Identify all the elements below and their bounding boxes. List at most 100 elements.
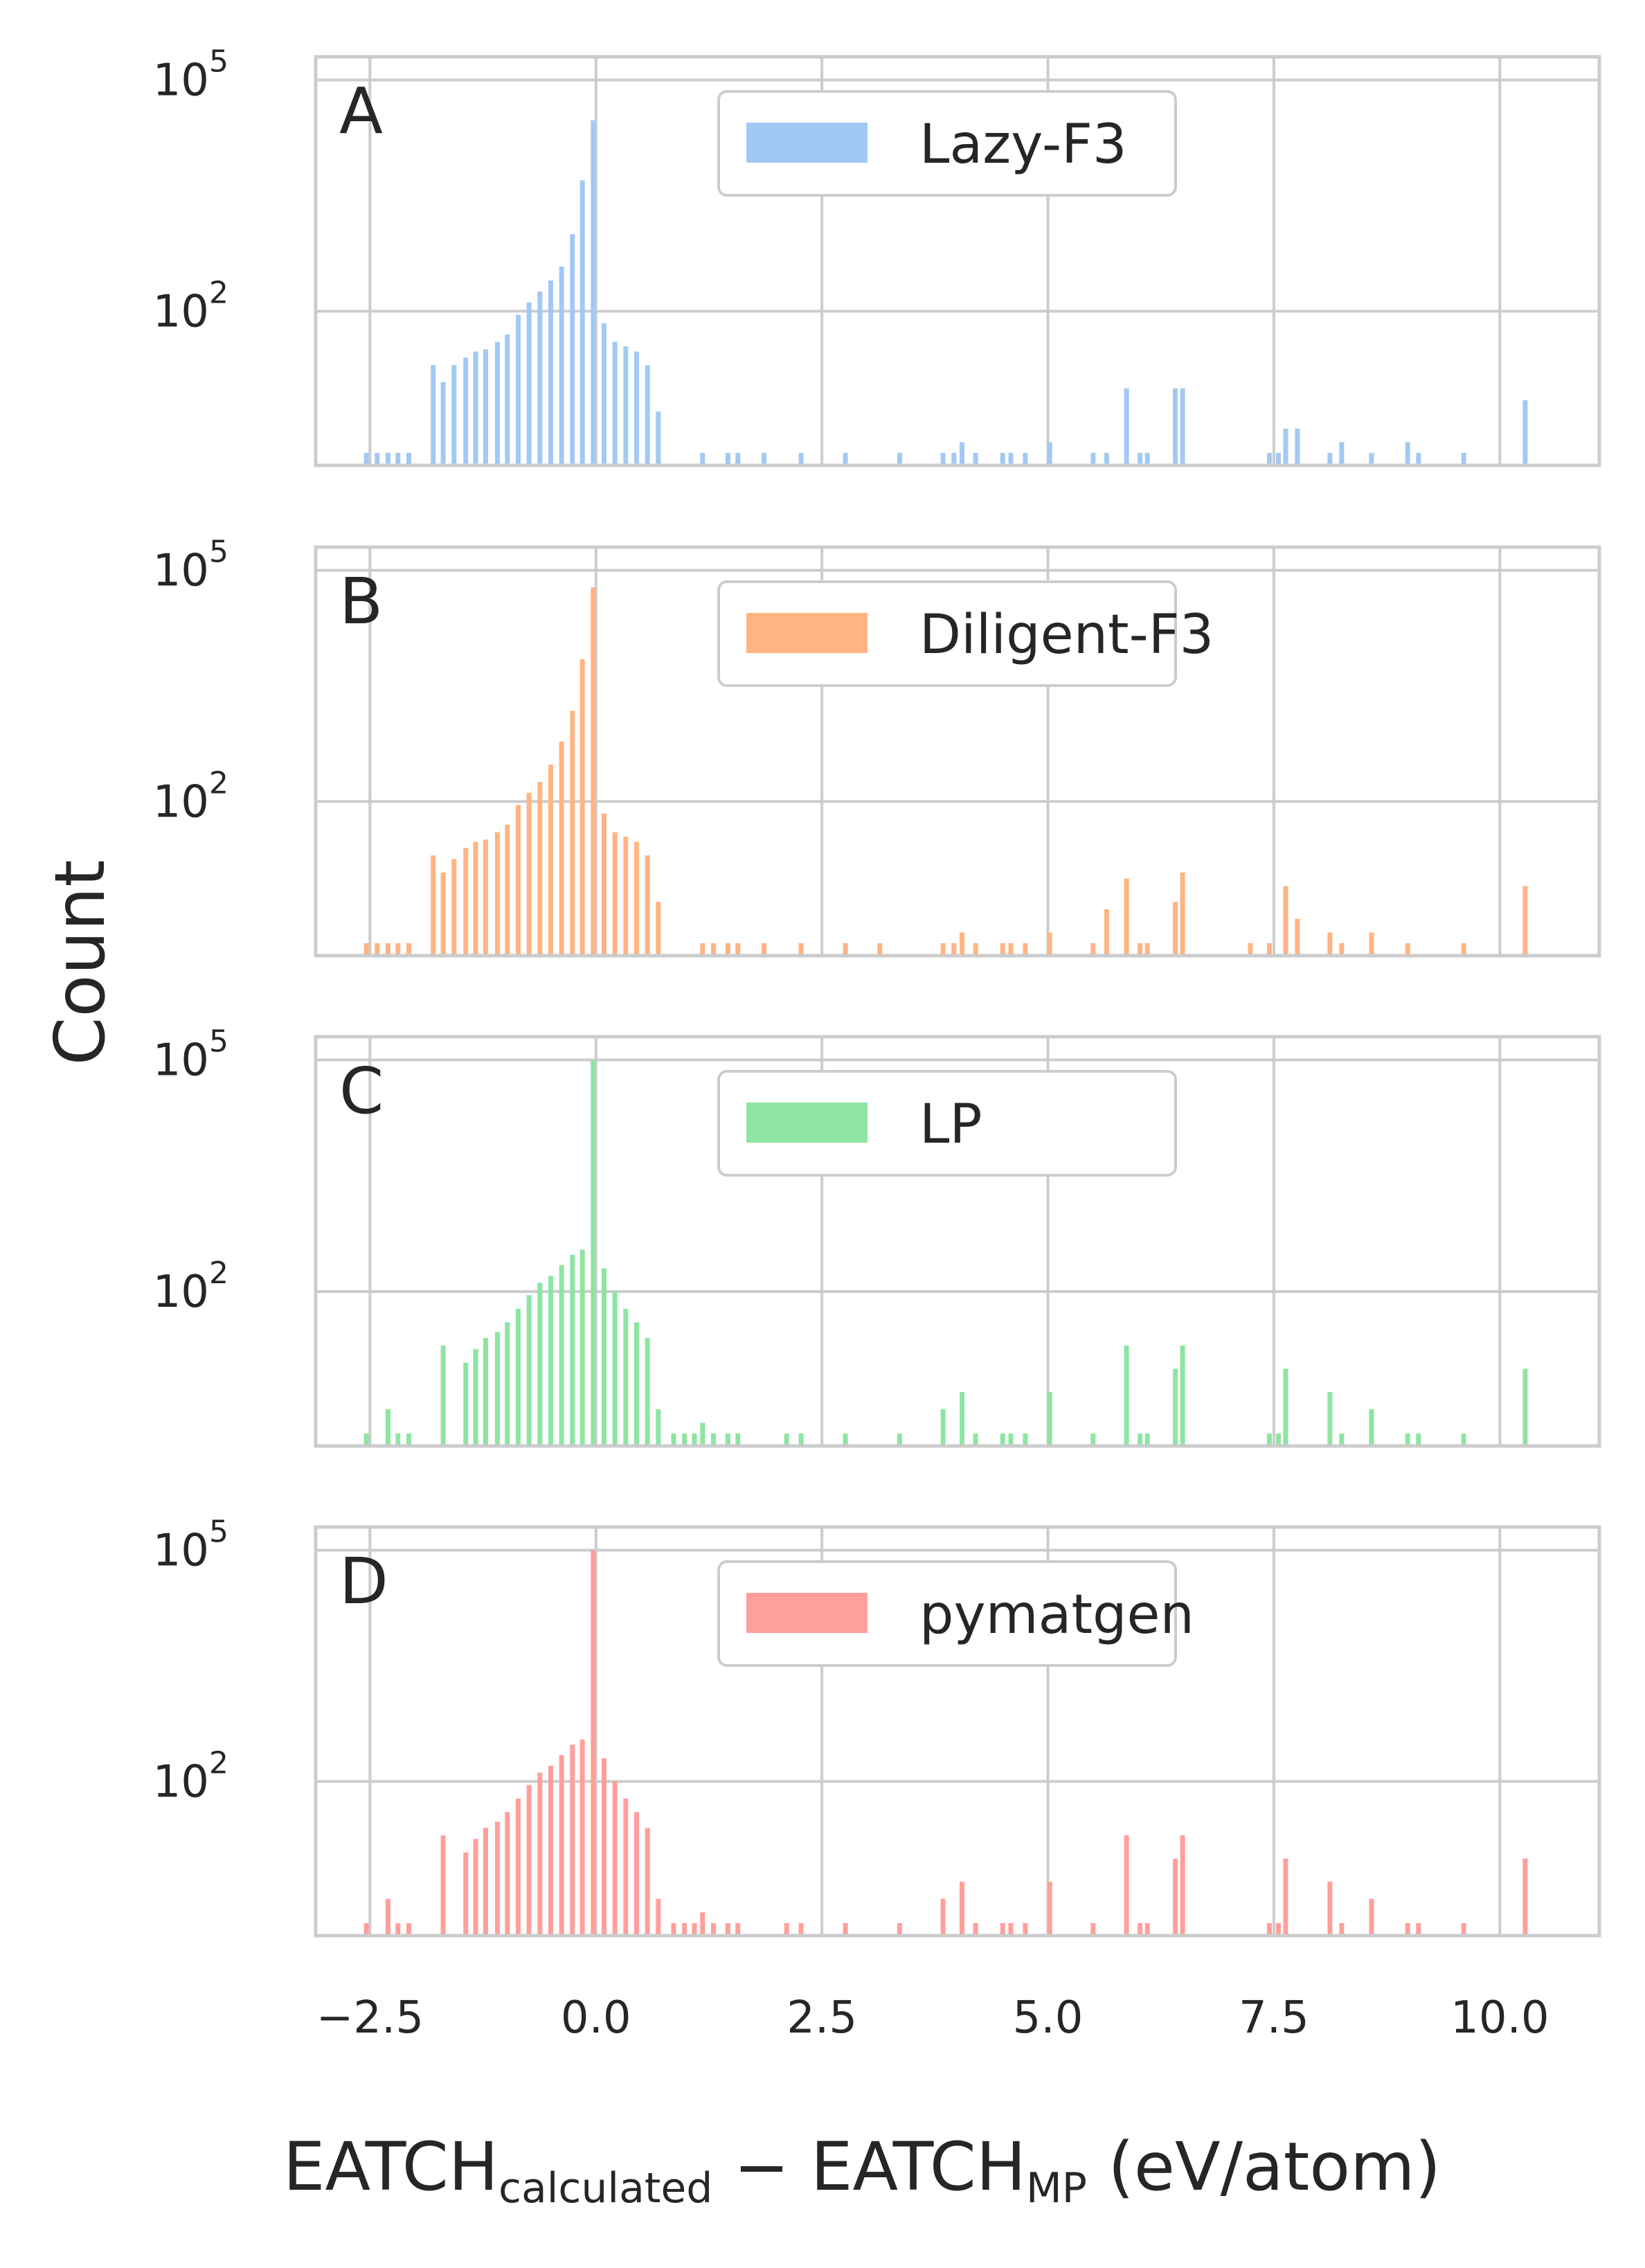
x-axis-title-part: EATCH <box>283 2128 498 2206</box>
histogram-bar <box>1023 943 1028 956</box>
legend-box <box>717 1070 1177 1177</box>
histogram-bar <box>1266 943 1272 956</box>
histogram-bar <box>473 1839 478 1936</box>
histogram-bar <box>1405 442 1410 465</box>
histogram-bar <box>1339 1434 1345 1446</box>
histogram-bar <box>612 1781 618 1936</box>
y-tick-base: 10 <box>153 1267 209 1318</box>
histogram-bar <box>656 902 661 956</box>
y-tick-exponent: 2 <box>209 765 228 801</box>
histogram-bar <box>440 382 446 465</box>
x-tick-label: 10.0 <box>1450 1992 1549 2044</box>
histogram-bar <box>1090 943 1096 956</box>
histogram-bar <box>1405 943 1410 956</box>
histogram-bar <box>656 1409 661 1446</box>
histogram-bar <box>570 1254 575 1446</box>
histogram-bar <box>440 872 446 956</box>
histogram-bar <box>1295 918 1300 956</box>
histogram-bar <box>1266 453 1272 465</box>
histogram-bar <box>440 1345 446 1446</box>
legend-box <box>717 580 1177 687</box>
histogram-bar <box>1461 453 1466 465</box>
histogram-bar <box>559 266 564 465</box>
histogram-bar <box>1276 1923 1281 1936</box>
histogram-bar <box>1144 943 1150 956</box>
histogram-bar <box>735 1923 741 1936</box>
histogram-bar <box>505 1322 510 1446</box>
histogram-bar <box>440 1835 446 1936</box>
histogram-bar <box>483 839 488 956</box>
histogram-bar <box>1144 453 1150 465</box>
histogram-bar <box>1339 442 1345 465</box>
histogram-bar <box>1266 1923 1272 1936</box>
histogram-bar <box>463 848 469 956</box>
plot-frame <box>314 55 1601 467</box>
histogram-bar <box>692 1923 697 1936</box>
histogram-bar <box>1369 1409 1374 1446</box>
y-tick-label: 102 <box>153 1256 228 1318</box>
histogram-bar <box>634 1322 639 1446</box>
histogram-bar <box>601 1758 606 1936</box>
histogram-bar <box>1522 400 1528 465</box>
histogram-bar <box>700 1422 705 1446</box>
histogram-bar <box>798 1434 804 1446</box>
histogram-bar <box>537 781 543 956</box>
histogram-bar <box>843 943 848 956</box>
panel-label: C <box>339 1054 384 1128</box>
histogram-bar <box>877 943 883 956</box>
histogram-bar <box>700 943 705 956</box>
histogram-bar <box>960 442 965 465</box>
histogram-bar <box>725 1923 730 1936</box>
histogram-bar <box>1295 428 1300 465</box>
histogram-bar <box>798 1923 804 1936</box>
histogram-bar <box>451 365 457 465</box>
histogram-bar <box>798 453 804 465</box>
histogram-bar <box>623 837 629 956</box>
histogram-bar <box>634 351 639 465</box>
histogram-bar <box>1416 1434 1421 1446</box>
histogram-bar <box>1522 1858 1528 1936</box>
histogram-bar <box>395 453 401 465</box>
histogram-bar <box>515 805 521 956</box>
histogram-bar <box>700 453 705 465</box>
y-tick-exponent: 2 <box>209 1745 228 1780</box>
histogram-bar <box>363 453 369 465</box>
histogram-bar <box>710 943 716 956</box>
x-axis-title: EATCHcalculated − EATCHMP (eV/atom) <box>283 2128 1441 2213</box>
panel-label: B <box>339 564 383 639</box>
histogram-bar <box>1008 1923 1014 1936</box>
y-tick-exponent: 2 <box>209 275 228 310</box>
histogram-bar <box>494 1821 500 1936</box>
histogram-bar <box>385 453 390 465</box>
histogram-bar <box>1144 1923 1150 1936</box>
histogram-bar <box>463 357 469 465</box>
histogram-bar <box>1124 1835 1129 1936</box>
histogram-bar <box>431 855 436 956</box>
histogram-bar <box>579 1249 585 1446</box>
histogram-bar <box>385 1898 390 1936</box>
histogram-bar <box>473 1349 478 1446</box>
y-tick-label: 102 <box>153 765 228 828</box>
histogram-bar <box>483 349 488 465</box>
histogram-bar <box>548 280 553 465</box>
histogram-bar <box>1138 453 1143 465</box>
histogram-bar <box>591 1060 596 1446</box>
y-tick-exponent: 5 <box>209 1515 228 1550</box>
histogram-bar <box>1276 453 1281 465</box>
histogram-bar <box>645 365 650 465</box>
y-tick-label: 102 <box>153 275 228 337</box>
histogram-bar <box>591 1550 596 1936</box>
histogram-bar <box>494 832 500 956</box>
histogram-bar <box>784 1923 789 1936</box>
histogram-bar <box>385 943 390 956</box>
y-tick-base: 10 <box>153 776 209 828</box>
legend-box <box>717 1560 1177 1667</box>
histogram-bar <box>395 1923 401 1936</box>
histogram-bar <box>559 1755 564 1936</box>
histogram-bar <box>395 1434 401 1446</box>
histogram-bar <box>1405 1434 1410 1446</box>
